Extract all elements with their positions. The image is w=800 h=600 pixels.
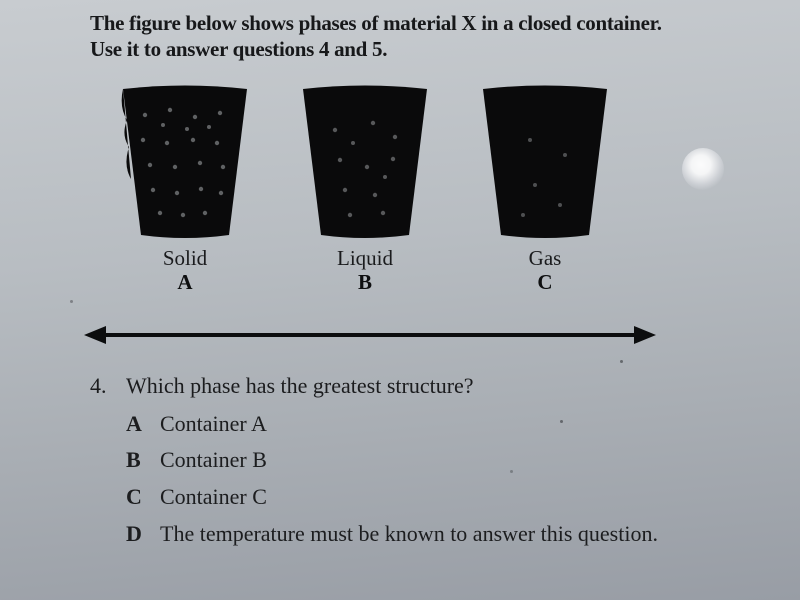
choice-letter: A [126,409,160,439]
choice-c: C Container C [126,482,760,512]
phase-letter-a: A [110,270,260,294]
cup-c-svg [475,85,615,240]
screen-glare [682,148,724,190]
choice-text: Container B [160,445,267,475]
container-b: Liquid B [290,85,440,294]
choice-text: The temperature must be known to answer … [160,519,658,549]
question-stem: 4. Which phase has the greatest structur… [90,373,760,399]
double-arrow [80,321,660,351]
choice-a: A Container A [126,409,760,439]
choice-letter: D [126,519,160,549]
phase-label-c: Gas [470,246,620,270]
choice-b: B Container B [126,445,760,475]
cup-a-svg [115,85,255,240]
question-text: Which phase has the greatest structure? [126,373,474,399]
speck [620,360,623,363]
choice-letter: B [126,445,160,475]
choice-text: Container C [160,482,267,512]
choice-d: D The temperature must be known to answe… [126,519,760,549]
phases-figure: Solid A Liquid B [100,85,660,345]
speck [70,300,73,303]
intro-line1: The figure below shows phases of materia… [90,11,662,35]
question-number: 4. [90,373,126,399]
intro-text: The figure below shows phases of materia… [90,10,760,63]
answer-choices: A Container A B Container B C Container … [126,409,760,549]
speck [510,470,513,473]
worksheet-photo: The figure below shows phases of materia… [0,0,800,600]
cup-b-svg [295,85,435,240]
container-c: Gas C [470,85,620,294]
container-a: Solid A [110,85,260,294]
intro-line2: Use it to answer questions 4 and 5. [90,37,387,61]
phase-label-b: Liquid [290,246,440,270]
phase-label-a: Solid [110,246,260,270]
speck [560,420,563,423]
choice-text: Container A [160,409,267,439]
question-4: 4. Which phase has the greatest structur… [90,373,760,549]
phase-letter-c: C [470,270,620,294]
phase-letter-b: B [290,270,440,294]
choice-letter: C [126,482,160,512]
